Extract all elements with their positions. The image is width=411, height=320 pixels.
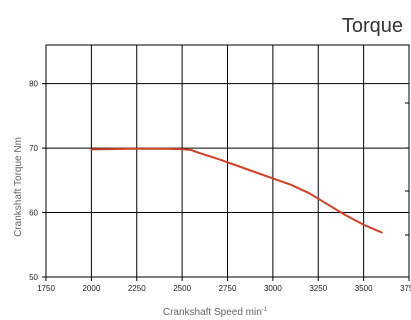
right-edge-ticks [405,102,409,236]
x-tick-label: 2250 [128,284,146,293]
x-tick-label: 3000 [264,284,282,293]
y-axis-label: Crankshaft Torque Nm [13,137,24,237]
plot-frame [45,44,410,278]
x-axis-label: Crankshaft Speed min-1 [163,307,268,318]
x-axis-label-superscript: -1 [262,307,268,313]
y-tick-label: 50 [29,273,38,282]
x-tick-label: 3250 [309,284,327,293]
y-tick-label: 70 [29,144,38,153]
chart-title: Torque [342,15,403,37]
x-axis-label-text: Crankshaft Speed min [163,307,262,318]
y-tick-label: 60 [29,209,38,218]
x-tick-label: 2500 [173,284,191,293]
x-tick-label: 2750 [219,284,237,293]
grid-lines [42,45,410,281]
x-tick-label: 2000 [82,284,100,293]
x-tick-label: 3500 [355,284,373,293]
torque-line [90,147,383,234]
y-tick-label: 80 [29,80,38,89]
y-tick-labels: 50 60 70 80 [29,80,38,282]
x-tick-label: 1750 [37,284,55,293]
